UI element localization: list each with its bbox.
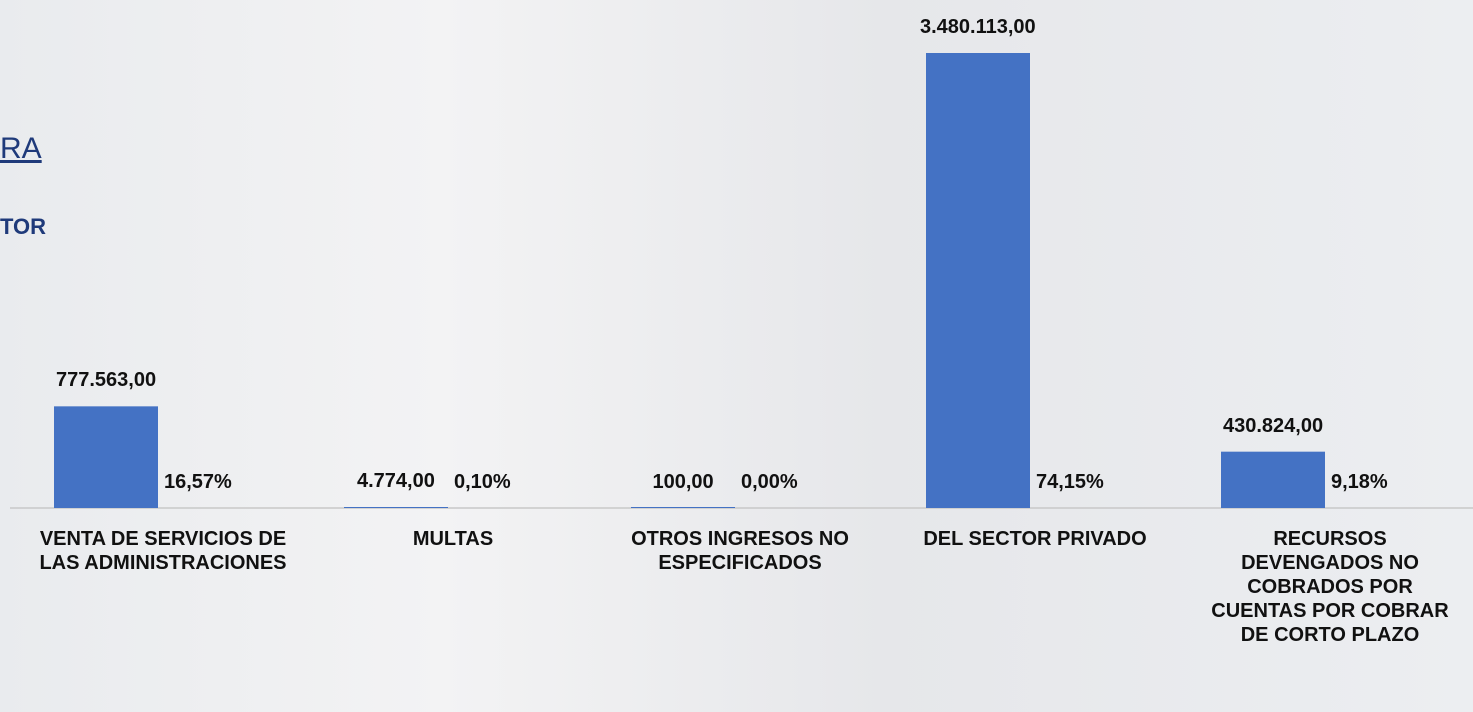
category-label: VENTA DE SERVICIOS DE LAS ADMINISTRACION… [39, 528, 287, 574]
value-label: 777.563,00 [56, 369, 157, 392]
bar [631, 507, 735, 508]
category-label: MULTAS [412, 528, 494, 550]
value-label: 100,00 [652, 470, 714, 493]
percent-label: 74,15% [1036, 471, 1104, 493]
bar [1221, 451, 1325, 508]
bar [344, 507, 448, 508]
percent-label: 0,10% [454, 471, 511, 493]
percent-label: 9,18% [1331, 471, 1388, 493]
percent-label: 0,00% [741, 471, 798, 493]
category-label: DEL SECTOR PRIVADO [923, 528, 1147, 550]
category-label: RECURSOS DEVENGADOS NO COBRADOS POR CUEN… [1211, 528, 1449, 646]
value-label: 430.824,00 [1223, 414, 1324, 437]
subtitle: TOR [0, 214, 47, 239]
bar [54, 406, 158, 508]
title: RA [0, 132, 42, 165]
value-label: 4.774,00 [357, 470, 435, 493]
bar [926, 53, 1030, 508]
category-label: OTROS INGRESOS NO ESPECIFICADOS [631, 528, 849, 574]
value-label: 3.480.113,00 [920, 16, 1036, 38]
percent-label: 16,57% [164, 471, 232, 493]
